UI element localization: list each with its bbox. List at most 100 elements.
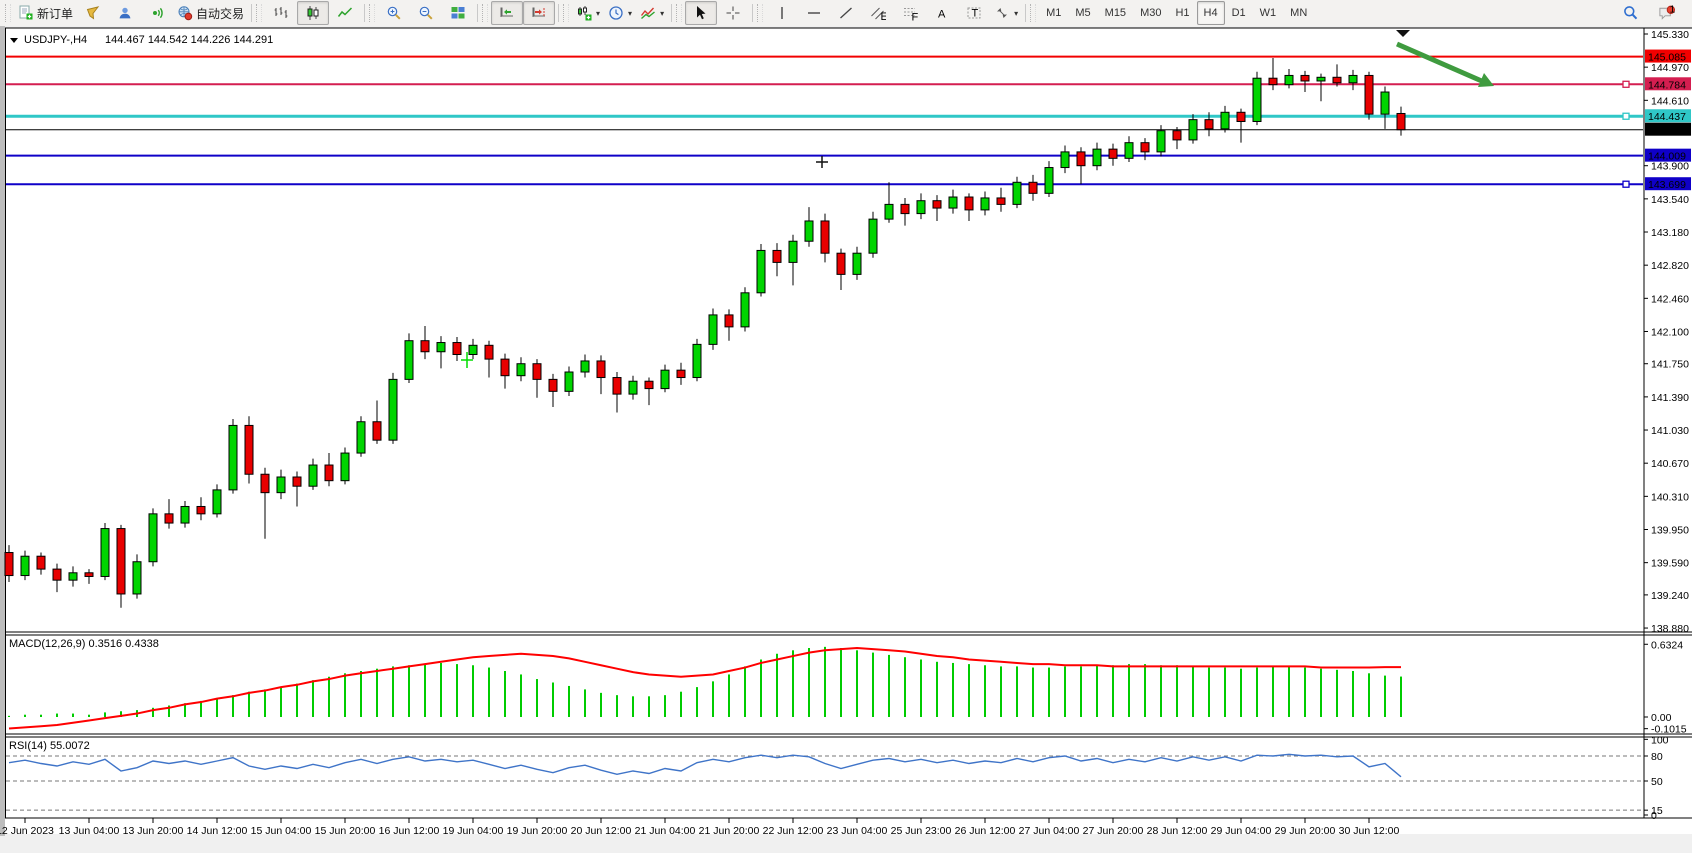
chevron-down-icon[interactable]: ▾ bbox=[1014, 8, 1019, 18]
rsi-axis-label: 50 bbox=[1651, 776, 1663, 788]
time-tick-label: 20 Jun 12:00 bbox=[571, 825, 632, 837]
crosshair-button[interactable] bbox=[717, 1, 749, 25]
bear-candle bbox=[196, 505, 206, 515]
timeframe-m5-button[interactable]: M5 bbox=[1075, 7, 1091, 19]
trend-arrow-head[interactable] bbox=[1478, 73, 1494, 87]
broadcast-button[interactable] bbox=[141, 1, 173, 25]
broadcast-icon bbox=[149, 5, 165, 21]
rsi-axis-label: 0 bbox=[1651, 810, 1657, 822]
bear-candle bbox=[1028, 181, 1038, 194]
toolbar-separator bbox=[671, 4, 673, 22]
indicators-button[interactable]: ▾ bbox=[636, 1, 668, 25]
toolbar-grip bbox=[369, 4, 376, 22]
timeframe-mn-button[interactable]: MN bbox=[1290, 7, 1308, 19]
bear-candle bbox=[1140, 142, 1150, 153]
price-line-badge bbox=[1645, 77, 1691, 91]
toolbar-separator bbox=[477, 4, 479, 22]
trendline-button[interactable] bbox=[830, 1, 862, 25]
vertical-line-button[interactable] bbox=[766, 1, 798, 25]
bull-candle bbox=[1012, 181, 1022, 205]
bull-candle bbox=[228, 424, 238, 491]
cursor-button[interactable] bbox=[685, 1, 718, 25]
timeframe-w1-button[interactable]: W1 bbox=[1259, 7, 1277, 19]
bear-candle bbox=[1300, 74, 1310, 82]
timeframe-h4-button[interactable]: H4 bbox=[1196, 1, 1225, 25]
green-cross-marker[interactable] bbox=[461, 352, 473, 368]
price-line-badge-label: 144.437 bbox=[1648, 111, 1686, 123]
bull-candle bbox=[788, 240, 798, 263]
macd-layer bbox=[8, 646, 1402, 730]
time-axis[interactable]: 12 Jun 2023 13 Jun 04:00 13 Jun 20:00 14 Ju… bbox=[0, 818, 1400, 837]
autotrade-button[interactable]: 自动交易 bbox=[173, 1, 248, 25]
price-tick-label: 139.950 bbox=[1651, 524, 1689, 536]
chevron-down-icon[interactable]: ▾ bbox=[628, 8, 633, 18]
macd-axis-label: 0.00 bbox=[1651, 712, 1672, 724]
bear-candle bbox=[1364, 74, 1374, 115]
bull-candle bbox=[340, 452, 350, 482]
chart-shift-button[interactable] bbox=[523, 1, 556, 25]
price-line-badge bbox=[1645, 122, 1691, 136]
bar-chart-button[interactable] bbox=[265, 1, 297, 25]
tile-windows-button[interactable] bbox=[442, 1, 474, 25]
timeframe-m1-button[interactable]: M1 bbox=[1046, 7, 1062, 19]
black-cross-marker[interactable] bbox=[816, 156, 828, 168]
price-tick-label: 141.750 bbox=[1651, 359, 1689, 371]
timeframe-m15-button[interactable]: M15 bbox=[1104, 7, 1127, 19]
line-handle[interactable] bbox=[1622, 180, 1630, 188]
period-button[interactable]: ▾ bbox=[604, 1, 636, 25]
toolbar: 新订单 自动交易 ▾ ▾ ▾ E F A T ▾ M1 M5 M15 M30 H1 H4 D1 W1 MN 1 bbox=[0, 0, 1692, 27]
community-button[interactable] bbox=[109, 1, 141, 25]
timeframe-d1-button[interactable]: D1 bbox=[1231, 7, 1246, 19]
fibonacci-button[interactable]: F bbox=[894, 1, 926, 25]
bull-candle bbox=[916, 200, 926, 215]
price-tick-label: 143.180 bbox=[1651, 227, 1689, 239]
new-order-button[interactable]: 新订单 bbox=[14, 1, 77, 25]
bear-candle bbox=[420, 340, 430, 353]
new-chart-button[interactable]: ▾ bbox=[572, 1, 604, 25]
rsi-label: RSI(14) 55.0072 bbox=[9, 740, 90, 752]
bear-candle bbox=[372, 421, 382, 441]
symbol-dropdown-icon[interactable] bbox=[10, 38, 18, 43]
bear-candle bbox=[1108, 148, 1118, 159]
time-tick-label: 19 Jun 04:00 bbox=[443, 825, 504, 837]
bear-candle bbox=[836, 252, 846, 275]
channel-button[interactable]: E bbox=[862, 1, 894, 25]
bull-candle bbox=[436, 342, 446, 353]
bull-candle bbox=[740, 292, 750, 328]
chevron-down-icon[interactable]: ▾ bbox=[660, 8, 665, 18]
toolbar-separator bbox=[364, 4, 366, 22]
chart-shift-marker[interactable] bbox=[1396, 30, 1410, 37]
funnel-button[interactable] bbox=[77, 1, 109, 25]
timeframe-m30-button[interactable]: M30 bbox=[1140, 7, 1162, 19]
trendline-icon bbox=[838, 5, 854, 21]
price-axis[interactable]: 145.330 144.970 144.610 143.900 143.540 143.1… bbox=[1644, 29, 1691, 822]
indicators-icon bbox=[640, 5, 656, 21]
bull-candle bbox=[852, 252, 862, 275]
price-line-badge bbox=[1645, 49, 1691, 63]
horizontal-line-button[interactable] bbox=[798, 1, 830, 25]
bull-candle bbox=[628, 380, 638, 395]
candlestick-button[interactable] bbox=[297, 1, 330, 25]
zoom-in-button[interactable] bbox=[378, 1, 410, 25]
bear-candle bbox=[244, 424, 254, 475]
horizontal-line-icon bbox=[806, 5, 822, 21]
auto-scroll-button[interactable] bbox=[491, 1, 524, 25]
pane-separators bbox=[5, 28, 1692, 819]
line-handle[interactable] bbox=[1622, 112, 1630, 120]
text-label-icon: T bbox=[966, 5, 982, 21]
trend-arrow-shaft[interactable] bbox=[1395, 41, 1486, 85]
line-handle[interactable] bbox=[1622, 80, 1630, 88]
chat-button[interactable]: 1 bbox=[1650, 1, 1682, 25]
time-tick-label: 13 Jun 20:00 bbox=[123, 825, 184, 837]
toolbar-grip bbox=[482, 4, 489, 22]
arrows-button[interactable]: ▾ bbox=[990, 1, 1022, 25]
magnifier-button[interactable] bbox=[1614, 1, 1646, 25]
chart-title-ohlc: 144.467 144.542 144.226 144.291 bbox=[105, 34, 273, 46]
line-chart-button[interactable] bbox=[329, 1, 361, 25]
timeframe-h1-button[interactable]: H1 bbox=[1175, 7, 1190, 19]
zoom-out-button[interactable] bbox=[410, 1, 442, 25]
time-tick-label: 16 Jun 12:00 bbox=[379, 825, 440, 837]
chevron-down-icon[interactable]: ▾ bbox=[596, 8, 601, 18]
text-label-button[interactable]: T bbox=[958, 1, 990, 25]
text-button[interactable]: A bbox=[926, 1, 958, 25]
